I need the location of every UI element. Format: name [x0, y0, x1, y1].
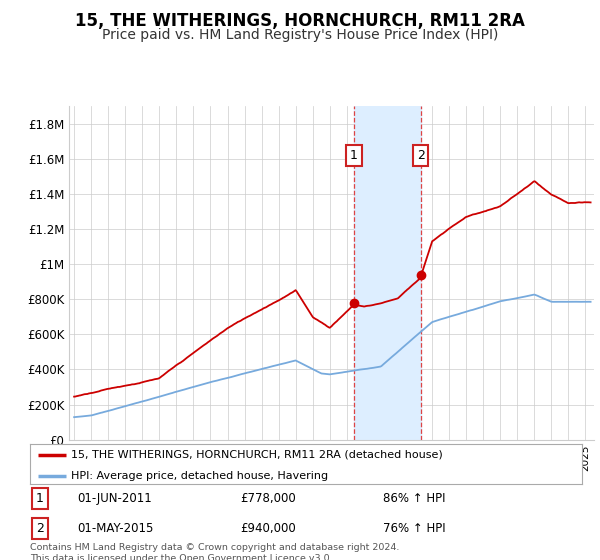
Text: 1: 1	[36, 492, 44, 505]
Text: £940,000: £940,000	[240, 522, 296, 535]
Text: 15, THE WITHERINGS, HORNCHURCH, RM11 2RA (detached house): 15, THE WITHERINGS, HORNCHURCH, RM11 2RA…	[71, 450, 443, 460]
Text: Contains HM Land Registry data © Crown copyright and database right 2024.
This d: Contains HM Land Registry data © Crown c…	[30, 543, 400, 560]
Text: 2: 2	[36, 522, 44, 535]
Text: 01-MAY-2015: 01-MAY-2015	[77, 522, 153, 535]
Text: 86% ↑ HPI: 86% ↑ HPI	[383, 492, 446, 505]
Text: 1: 1	[350, 149, 358, 162]
Text: 2: 2	[417, 149, 425, 162]
Text: HPI: Average price, detached house, Havering: HPI: Average price, detached house, Have…	[71, 470, 329, 480]
Bar	[354, 106, 421, 440]
Text: 76% ↑ HPI: 76% ↑ HPI	[383, 522, 446, 535]
Text: 15, THE WITHERINGS, HORNCHURCH, RM11 2RA: 15, THE WITHERINGS, HORNCHURCH, RM11 2RA	[75, 12, 525, 30]
Text: Price paid vs. HM Land Registry's House Price Index (HPI): Price paid vs. HM Land Registry's House …	[102, 28, 498, 42]
Text: 01-JUN-2011: 01-JUN-2011	[77, 492, 152, 505]
Text: £778,000: £778,000	[240, 492, 296, 505]
